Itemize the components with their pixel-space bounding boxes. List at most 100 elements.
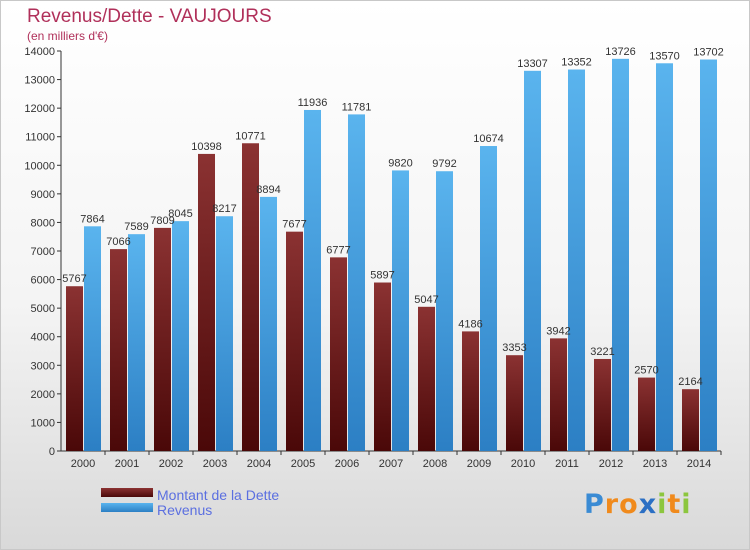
logo-letter: t xyxy=(667,489,682,520)
logo-letter: o xyxy=(619,489,639,520)
revenue-value-label: 13570 xyxy=(649,50,680,62)
debt-bar xyxy=(286,231,303,451)
logo-letter: x xyxy=(638,489,658,520)
y-tick-label: 7000 xyxy=(31,246,55,258)
revenue-bar xyxy=(348,114,365,452)
y-tick-label: 5000 xyxy=(31,303,55,315)
debt-value-label: 10398 xyxy=(191,141,222,153)
legend-swatch-revenue xyxy=(101,503,153,512)
revenue-value-label: 13726 xyxy=(605,46,636,58)
revenue-bar xyxy=(128,234,145,451)
revenue-value-label: 11781 xyxy=(342,101,372,113)
debt-value-label: 2570 xyxy=(634,365,658,377)
debt-bar xyxy=(594,358,611,451)
revenue-value-label: 9820 xyxy=(388,157,412,169)
proxiti-logo: Proxiti xyxy=(584,489,692,520)
x-tick-label: 2001 xyxy=(115,458,139,470)
revenue-bar xyxy=(700,59,717,452)
debt-bar xyxy=(66,286,83,451)
x-tick-label: 2009 xyxy=(467,458,491,470)
debt-bar xyxy=(374,282,391,451)
debt-value-label: 3221 xyxy=(590,346,614,358)
legend-label-debt: Montant de la Dette xyxy=(157,487,280,503)
revenue-value-label: 8217 xyxy=(212,203,236,215)
revenue-bar xyxy=(392,170,409,451)
revenue-value-label: 7589 xyxy=(124,221,148,233)
revenue-bar xyxy=(568,69,585,451)
debt-value-label: 5897 xyxy=(370,270,394,282)
x-tick-label: 2013 xyxy=(643,458,667,470)
debt-value-label: 7809 xyxy=(150,215,174,227)
logo-letter: i xyxy=(681,489,692,520)
debt-bar xyxy=(550,338,567,451)
debt-value-label: 7066 xyxy=(106,236,130,248)
debt-bar xyxy=(638,377,655,451)
logo-letter: i xyxy=(657,489,668,520)
debt-bar xyxy=(682,389,699,451)
debt-bar xyxy=(462,331,479,451)
x-tick-label: 2000 xyxy=(71,458,95,470)
y-tick-label: 2000 xyxy=(31,389,55,401)
chart-subtitle: (en milliers d'€) xyxy=(27,29,108,43)
x-tick-label: 2002 xyxy=(159,458,183,470)
revenue-value-label: 13352 xyxy=(561,57,592,69)
logo-letter: r xyxy=(604,489,620,520)
debt-bar xyxy=(154,227,171,451)
revenue-bar xyxy=(216,216,233,451)
debt-bar xyxy=(418,306,435,451)
debt-value-label: 6777 xyxy=(326,244,350,256)
revenue-bar xyxy=(612,58,629,451)
y-tick-label: 0 xyxy=(49,446,55,458)
debt-value-label: 2164 xyxy=(678,376,702,388)
revenue-value-label: 7864 xyxy=(80,213,104,225)
debt-value-label: 5767 xyxy=(62,273,86,285)
y-tick-label: 14000 xyxy=(24,46,55,58)
x-tick-label: 2007 xyxy=(379,458,403,470)
legend-label-revenue: Revenus xyxy=(157,502,213,518)
debt-bar xyxy=(242,143,259,451)
y-tick-label: 9000 xyxy=(31,189,55,201)
debt-bar xyxy=(198,153,215,451)
y-tick-label: 6000 xyxy=(31,275,55,287)
y-tick-label: 10000 xyxy=(24,160,55,172)
x-tick-label: 2006 xyxy=(335,458,359,470)
x-tick-label: 2004 xyxy=(247,458,271,470)
revenue-value-label: 9792 xyxy=(432,158,456,170)
revenue-bar xyxy=(304,109,321,451)
revenue-value-label: 10674 xyxy=(473,133,504,145)
x-tick-label: 2014 xyxy=(687,458,711,470)
revenue-value-label: 13702 xyxy=(693,47,724,59)
y-tick-label: 13000 xyxy=(24,75,55,87)
debt-bar xyxy=(110,249,127,451)
revenue-bar xyxy=(524,70,541,452)
x-tick-label: 2008 xyxy=(423,458,447,470)
debt-value-label: 4186 xyxy=(458,318,482,330)
y-tick-label: 11000 xyxy=(25,132,55,144)
legend-swatch-debt xyxy=(101,488,153,497)
y-tick-label: 3000 xyxy=(31,360,55,372)
revenue-bar xyxy=(436,171,453,451)
y-tick-label: 12000 xyxy=(24,103,55,115)
y-tick-label: 8000 xyxy=(31,217,55,229)
x-tick-label: 2011 xyxy=(555,458,579,470)
x-tick-label: 2010 xyxy=(511,458,535,470)
logo-letter: P xyxy=(584,489,605,520)
revenue-bar xyxy=(480,146,497,451)
x-tick-label: 2005 xyxy=(291,458,315,470)
debt-value-label: 5047 xyxy=(414,294,438,306)
bars xyxy=(66,58,717,452)
revenue-value-label: 8894 xyxy=(256,184,280,196)
x-tick-label: 2003 xyxy=(203,458,227,470)
debt-value-label: 3353 xyxy=(502,342,526,354)
revenue-value-label: 8045 xyxy=(168,208,192,220)
debt-bar xyxy=(506,355,523,451)
debt-value-label: 7677 xyxy=(282,219,306,231)
revenue-bar xyxy=(260,196,277,451)
debt-value-label: 3942 xyxy=(546,325,570,337)
revenue-bar xyxy=(84,226,101,451)
revenue-bar xyxy=(172,221,189,451)
revenue-value-label: 13307 xyxy=(517,58,548,70)
